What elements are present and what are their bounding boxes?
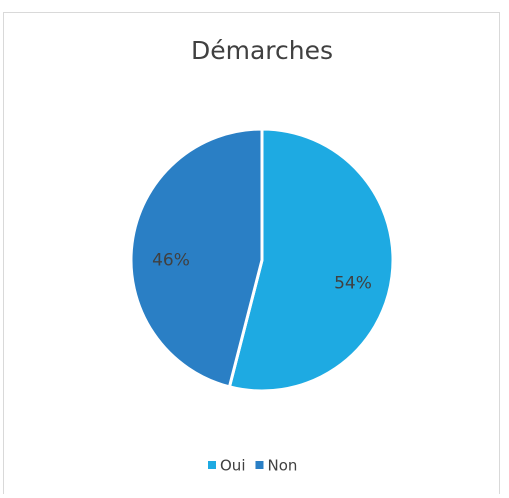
legend-label: Non <box>267 457 297 475</box>
data-label: 46% <box>152 251 190 271</box>
legend-label: Oui <box>220 457 245 475</box>
legend-swatch <box>255 461 264 469</box>
data-label: 54% <box>334 273 372 293</box>
chart-title: Démarches <box>191 36 333 65</box>
legend-swatch <box>208 461 216 469</box>
pie-slice <box>129 127 264 389</box>
pie-slice <box>227 127 395 393</box>
